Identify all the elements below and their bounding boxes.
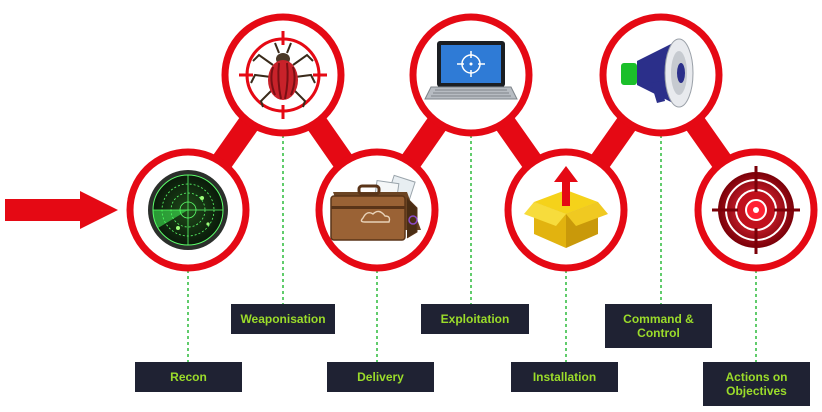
stage-label-command-control: Command & Control [605, 304, 712, 348]
stage-label-exploitation: Exploitation [421, 304, 529, 334]
target-icon [712, 166, 800, 254]
stage-label-recon: Recon [135, 362, 242, 392]
bug-icon [239, 31, 327, 119]
laptop-crosshair-icon [424, 41, 518, 100]
box-arrow-icon [524, 166, 608, 248]
stage-label-weaponisation: Weaponisation [231, 304, 335, 334]
connector-lines [187, 135, 757, 362]
megaphone-icon [621, 38, 694, 108]
stage-label-installation: Installation [511, 362, 618, 392]
stage-label-delivery: Delivery [327, 362, 434, 392]
stage-label-actions-on-objectives: Actions on Objectives [703, 362, 810, 406]
briefcase-icon [330, 174, 421, 241]
entry-arrow [5, 191, 118, 229]
radar-icon [148, 170, 228, 250]
